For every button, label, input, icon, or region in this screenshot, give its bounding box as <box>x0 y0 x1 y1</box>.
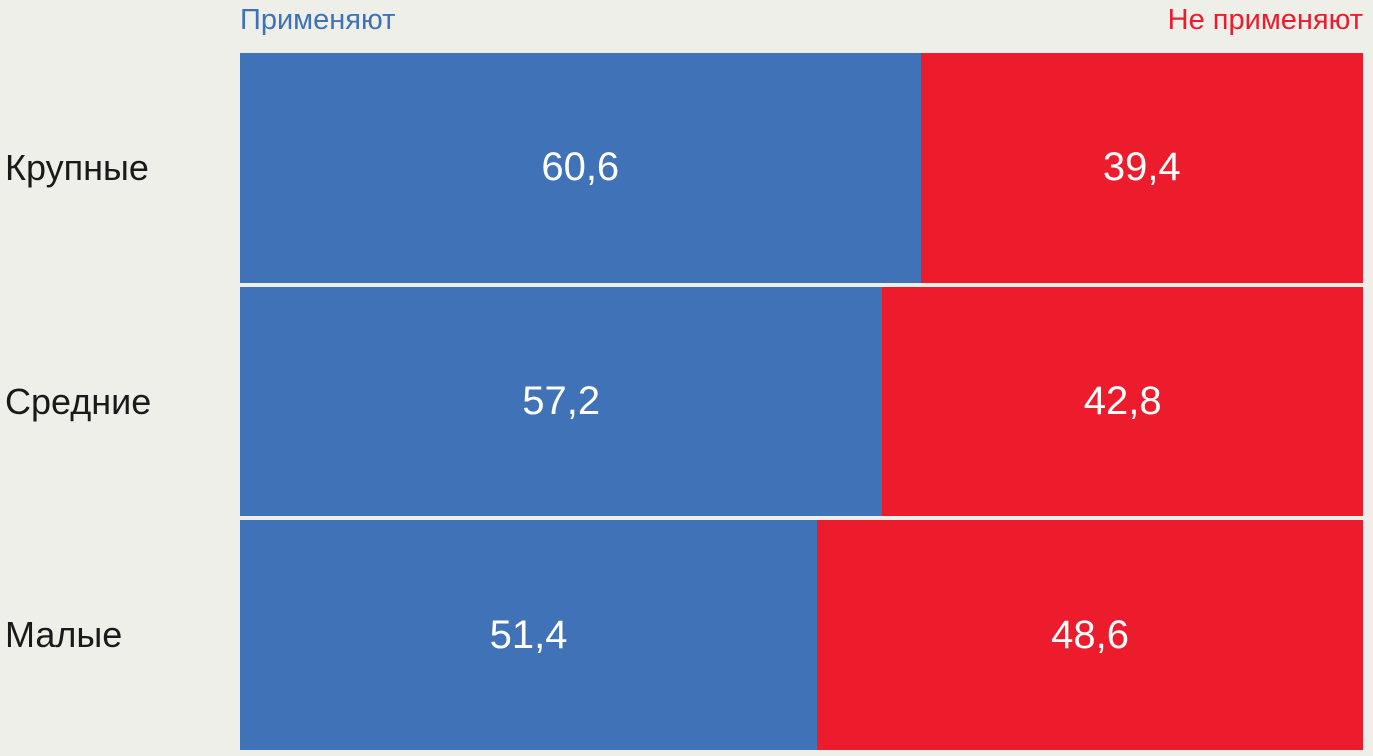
bar-rows: Крупные 60,6 39,4 Средние 57,2 42,8 <box>0 53 1373 751</box>
segment-not-applied: 48,6 <box>817 520 1363 751</box>
segment-not-applied: 39,4 <box>920 53 1363 283</box>
bar-row: Малые 51,4 48,6 <box>0 520 1373 751</box>
legend-item-not-applied: Не применяют <box>1167 4 1363 36</box>
value-label: 57,2 <box>522 379 601 423</box>
segment-applied: 51,4 <box>240 520 818 751</box>
legend-item-applied: Применяют <box>240 4 396 36</box>
category-label: Средние <box>5 380 152 422</box>
segment-not-applied: 42,8 <box>882 286 1363 517</box>
value-label: 39,4 <box>1102 145 1181 190</box>
segment-applied: 60,6 <box>240 53 921 283</box>
bar-row: Средние 57,2 42,8 <box>0 286 1373 517</box>
bar-track: 60,6 39,4 <box>240 53 1363 283</box>
value-label: 48,6 <box>1051 612 1130 657</box>
bar-row: Крупные 60,6 39,4 <box>0 53 1373 283</box>
value-label: 51,4 <box>489 612 568 657</box>
legend: Применяют Не применяют <box>0 0 1373 53</box>
bar-track: 51,4 48,6 <box>240 520 1363 751</box>
segment-applied: 57,2 <box>240 286 883 517</box>
bar-track: 57,2 42,8 <box>240 286 1363 517</box>
value-label: 60,6 <box>541 145 620 190</box>
value-label: 42,8 <box>1083 379 1162 423</box>
category-label: Крупные <box>5 146 149 188</box>
category-label: Малые <box>5 614 123 656</box>
